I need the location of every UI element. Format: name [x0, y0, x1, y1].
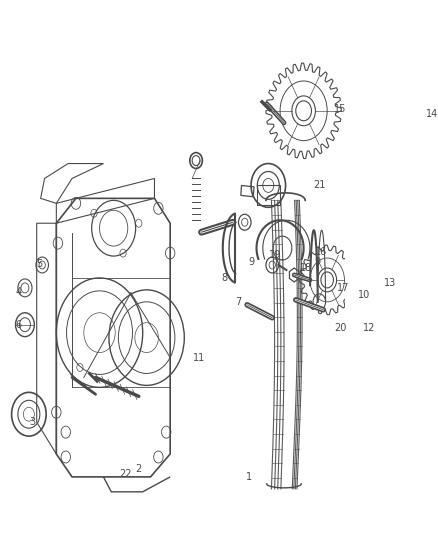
Text: 16: 16: [315, 247, 327, 257]
Text: 1: 1: [246, 472, 252, 482]
Text: 12: 12: [363, 322, 375, 333]
Text: 14: 14: [425, 109, 438, 119]
Text: 13: 13: [384, 278, 396, 288]
Text: 20: 20: [334, 322, 347, 333]
Text: 17: 17: [337, 283, 349, 293]
Bar: [241, 185, 254, 197]
Text: 3: 3: [30, 417, 36, 427]
Text: 9: 9: [248, 257, 254, 267]
Text: 15: 15: [334, 104, 347, 114]
Text: 4: 4: [16, 287, 22, 297]
Text: 6: 6: [16, 320, 22, 330]
Text: 5: 5: [36, 259, 42, 269]
Text: 2: 2: [136, 464, 142, 474]
Text: 10: 10: [358, 290, 370, 300]
Text: 11: 11: [193, 352, 205, 362]
Text: 9: 9: [314, 257, 320, 267]
Text: 22: 22: [119, 469, 132, 479]
Text: 8: 8: [221, 273, 227, 283]
Text: 18: 18: [300, 263, 312, 273]
Bar: [257, 185, 280, 205]
Text: 7: 7: [235, 297, 242, 307]
Text: 19: 19: [268, 250, 281, 260]
Text: 21: 21: [313, 181, 325, 190]
